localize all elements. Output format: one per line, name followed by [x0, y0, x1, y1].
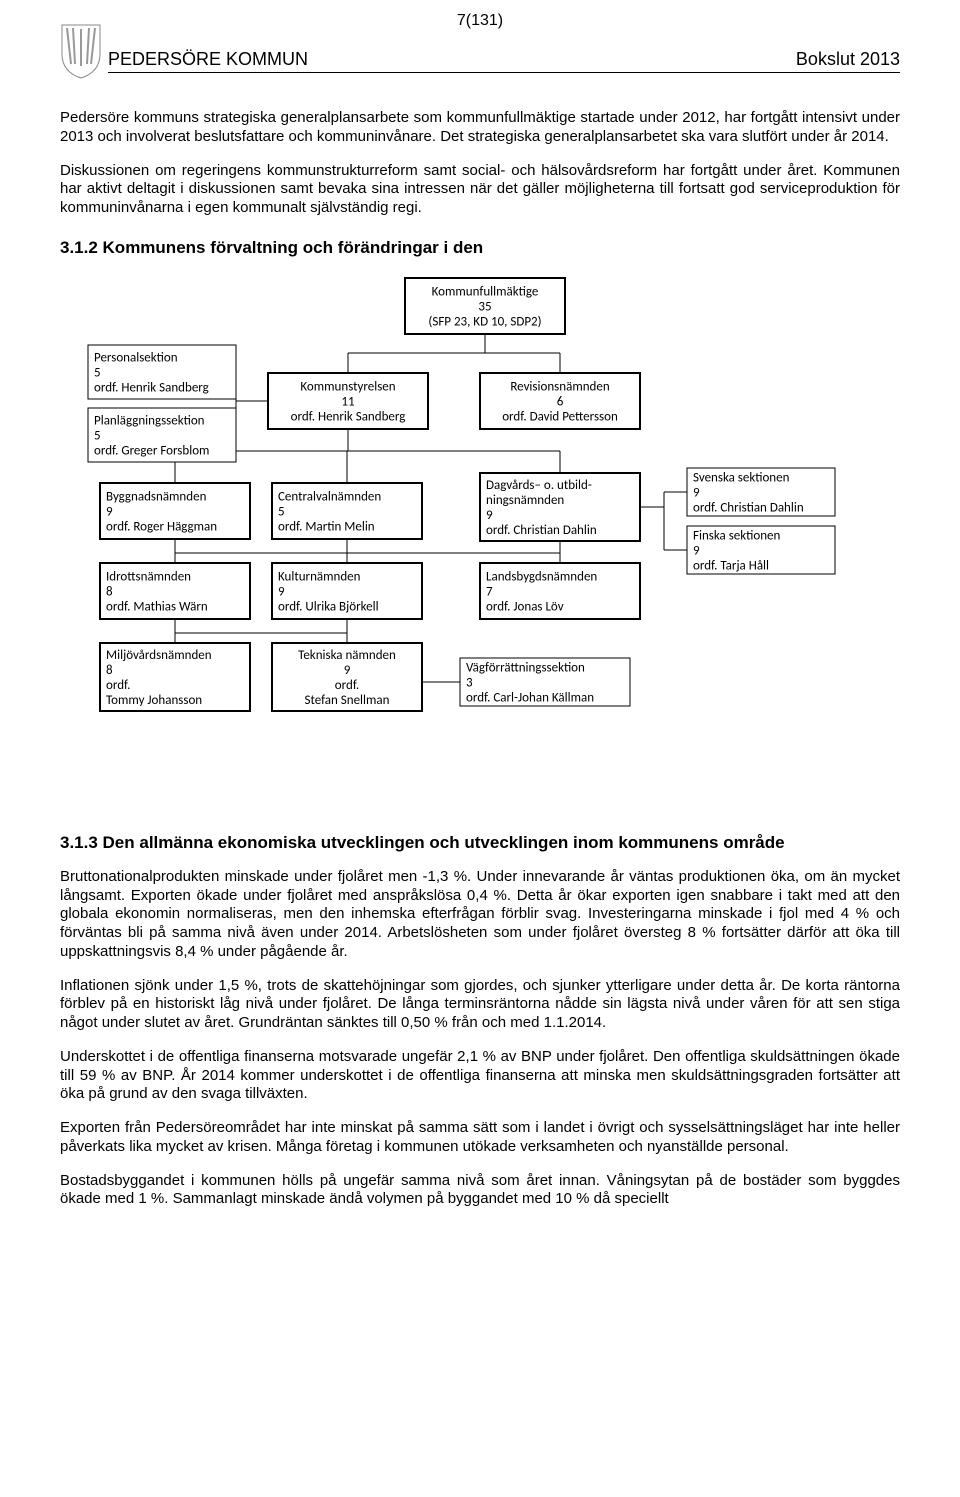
- svg-text:9: 9: [486, 508, 493, 523]
- svg-text:Tekniska nämnden: Tekniska nämnden: [298, 648, 396, 663]
- svg-text:ordf. Henrik Sandberg: ordf. Henrik Sandberg: [94, 380, 209, 395]
- svg-text:ordf. Greger Forsblom: ordf. Greger Forsblom: [94, 443, 209, 458]
- org-node-fisekt: Finska sektionen 9 ordf. Tarja Håll: [687, 526, 835, 574]
- org-node-pers: Personalsektion 5ordf. Henrik Sandberg: [88, 345, 236, 399]
- svg-text:5: 5: [94, 365, 101, 380]
- svg-text:ordf. Jonas Löv: ordf. Jonas Löv: [486, 599, 564, 614]
- svg-text:9: 9: [693, 543, 700, 558]
- page-header: PEDERSÖRE KOMMUN Bokslut 2013: [60, 34, 900, 79]
- paragraph: Diskussionen om regeringens kommunstrukt…: [60, 162, 900, 218]
- svg-text:Finska sektionen: Finska sektionen: [693, 528, 781, 543]
- org-node-plan: Planläggningssektion 5ordf. Greger Forsb…: [88, 408, 236, 462]
- svg-text:Kommunfullmäktige: Kommunfullmäktige: [432, 284, 539, 299]
- svg-text:ordf. Mathias Wärn: ordf. Mathias Wärn: [106, 599, 208, 614]
- org-node-tekn: Tekniska nämnden9ordf.Stefan Snellman: [272, 643, 422, 711]
- svg-text:ningsnämnden: ningsnämnden: [486, 493, 564, 508]
- svg-text:Tommy Johansson: Tommy Johansson: [106, 693, 202, 708]
- svg-text:Svenska sektionen: Svenska sektionen: [693, 470, 790, 485]
- svg-text:35: 35: [478, 299, 491, 314]
- svg-text:Kommunstyrelsen: Kommunstyrelsen: [300, 379, 395, 394]
- org-node-lands: Landsbygdsnämnden 7ordf. Jonas Löv: [480, 563, 640, 619]
- svg-text:9: 9: [693, 485, 700, 500]
- svg-text:Landsbygdsnämnden: Landsbygdsnämnden: [486, 569, 597, 584]
- svg-text:ordf. Christian Dahlin: ordf. Christian Dahlin: [486, 523, 597, 538]
- svg-text:Byggnadsnämnden: Byggnadsnämnden: [106, 489, 207, 504]
- paragraph: Pedersöre kommuns strategiska generalpla…: [60, 109, 900, 147]
- svg-text:11: 11: [341, 394, 354, 409]
- svg-text:ordf. Tarja Håll: ordf. Tarja Håll: [693, 558, 769, 573]
- org-node-idr: Idrottsnämnden 8ordf. Mathias Wärn: [100, 563, 250, 619]
- svg-text:ordf. David Pettersson: ordf. David Pettersson: [502, 409, 618, 424]
- paragraph: Inflationen sjönk under 1,5 %, trots de …: [60, 977, 900, 1033]
- svg-text:8: 8: [106, 584, 113, 599]
- paragraph: Bostadsbyggandet i kommunen hölls på ung…: [60, 1172, 900, 1210]
- svg-text:3: 3: [466, 675, 473, 690]
- svg-text:ordf. Henrik Sandberg: ordf. Henrik Sandberg: [291, 409, 406, 424]
- svg-text:Personalsektion: Personalsektion: [94, 350, 178, 365]
- svg-text:9: 9: [278, 584, 285, 599]
- header-right: Bokslut 2013: [796, 49, 900, 70]
- crest-icon: [60, 24, 102, 79]
- org-node-kstyr: Kommunstyrelsen11ordf. Henrik Sandberg: [268, 373, 428, 429]
- svg-text:5: 5: [278, 504, 285, 519]
- svg-text:9: 9: [106, 504, 113, 519]
- header-left: PEDERSÖRE KOMMUN: [108, 49, 308, 70]
- svg-text:ordf. Ulrika Björkell: ordf. Ulrika Björkell: [278, 599, 379, 614]
- svg-text:Dagvårds– o. utbild-: Dagvårds– o. utbild-: [486, 478, 592, 493]
- svg-text:ordf. Martin Melin: ordf. Martin Melin: [278, 519, 375, 534]
- svg-text:7: 7: [486, 584, 493, 599]
- svg-text:9: 9: [344, 663, 351, 678]
- svg-text:5: 5: [94, 428, 101, 443]
- svg-text:ordf.: ordf.: [335, 678, 359, 693]
- org-chart: Kommunfullmäktige35(SFP 23, KD 10, SDP2)…: [60, 273, 900, 803]
- svg-text:Planläggningssektion: Planläggningssektion: [94, 413, 205, 428]
- org-node-kfg: Kommunfullmäktige35(SFP 23, KD 10, SDP2): [405, 278, 565, 334]
- org-node-miljo: Miljövårdsnämnden 8 ordf.Tommy Johansson: [100, 643, 250, 711]
- org-node-bygg: Byggnadsnämnden 9ordf. Roger Häggman: [100, 483, 250, 539]
- svg-text:Kulturnämnden: Kulturnämnden: [278, 569, 361, 584]
- org-node-rev: Revisionsnämnden6ordf. David Pettersson: [480, 373, 640, 429]
- section-heading-313: 3.1.3 Den allmänna ekonomiska utveckling…: [60, 833, 900, 853]
- svg-text:8: 8: [106, 663, 113, 678]
- paragraph: Bruttonationalprodukten minskade under f…: [60, 868, 900, 962]
- svg-text:Stefan Snellman: Stefan Snellman: [305, 693, 390, 708]
- org-node-vag: Vägförrättningssektion 3ordf. Carl-Johan…: [460, 658, 630, 706]
- svg-text:Idrottsnämnden: Idrottsnämnden: [106, 569, 191, 584]
- svg-text:ordf. Roger Häggman: ordf. Roger Häggman: [106, 519, 217, 534]
- paragraph: Underskottet i de offentliga finanserna …: [60, 1048, 900, 1104]
- svg-text:Revisionsnämnden: Revisionsnämnden: [510, 379, 609, 394]
- org-node-dagv: Dagvårds– o. utbild-ningsnämnden 9ordf. …: [480, 473, 640, 541]
- paragraph: Exporten från Pedersöreområdet har inte …: [60, 1119, 900, 1157]
- org-node-cval: Centralvalnämnden 5ordf. Martin Melin: [272, 483, 422, 539]
- org-node-kult: Kulturnämnden 9ordf. Ulrika Björkell: [272, 563, 422, 619]
- svg-text:Vägförrättningssektion: Vägförrättningssektion: [466, 660, 585, 675]
- svg-text:Centralvalnämnden: Centralvalnämnden: [278, 489, 381, 504]
- svg-text:(SFP 23, KD 10, SDP2): (SFP 23, KD 10, SDP2): [428, 314, 541, 329]
- org-node-svsekt: Svenska sektionen 9ordf. Christian Dahli…: [687, 468, 835, 516]
- page-number: 7(131): [60, 12, 900, 30]
- svg-text:ordf.: ordf.: [106, 678, 130, 693]
- svg-text:ordf. Christian Dahlin: ordf. Christian Dahlin: [693, 500, 804, 515]
- section-heading-312: 3.1.2 Kommunens förvaltning och förändri…: [60, 238, 900, 258]
- svg-text:ordf. Carl-Johan Källman: ordf. Carl-Johan Källman: [466, 690, 594, 705]
- svg-text:6: 6: [557, 394, 564, 409]
- svg-text:Miljövårdsnämnden: Miljövårdsnämnden: [106, 648, 212, 663]
